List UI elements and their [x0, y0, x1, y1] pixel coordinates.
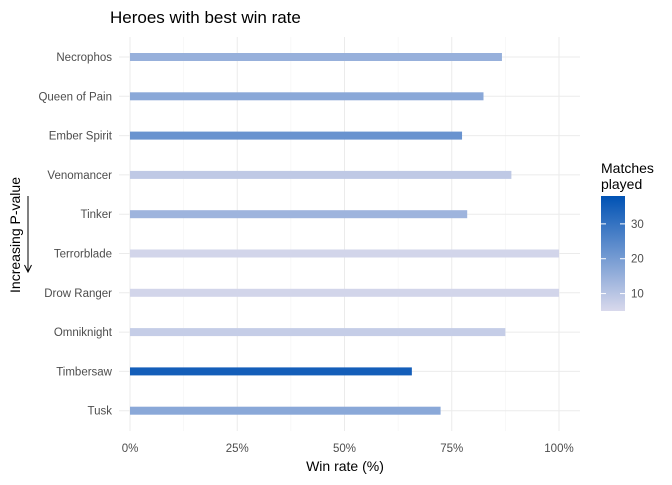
- y-tick-label: Timbersaw: [56, 366, 112, 378]
- bar-queen-of-pain: [130, 92, 484, 101]
- bar-drow-ranger: [130, 288, 559, 297]
- y-axis-arrow-head: [24, 264, 32, 274]
- x-axis-label: Win rate (%): [306, 458, 384, 474]
- legend-ticks: 10 20 30: [601, 219, 644, 301]
- bars: [130, 53, 559, 415]
- y-tick-label: Necrophos: [56, 52, 112, 64]
- x-tick-label: 100%: [544, 443, 573, 455]
- bar-terrorblade: [130, 249, 559, 258]
- y-tick-label: Ember Spirit: [49, 131, 113, 143]
- x-tick-label: 25%: [226, 443, 249, 455]
- y-axis-label: Increasing P-value: [7, 177, 23, 293]
- legend-title-line2: played: [601, 176, 642, 192]
- bar-necrophos: [130, 53, 502, 61]
- x-tick-label: 0%: [122, 443, 139, 455]
- legend-tick-label: 30: [631, 219, 644, 231]
- y-tick-label: Queen of Pain: [38, 91, 112, 103]
- bar-ember-spirit: [130, 131, 463, 140]
- y-tick-label: Tinker: [80, 209, 112, 221]
- y-tick-label: Drow Ranger: [44, 288, 112, 300]
- bar-tusk: [130, 406, 441, 415]
- legend-color-bar: [601, 196, 625, 311]
- bar-omniknight: [130, 328, 506, 337]
- x-tick-label: 50%: [333, 443, 356, 455]
- bar-tinker: [130, 210, 468, 219]
- legend-tick-label: 20: [631, 254, 644, 266]
- legend-title-line1: Matches: [601, 160, 654, 176]
- y-tick-label: Terrorblade: [54, 249, 112, 261]
- bar-venomancer: [130, 170, 512, 179]
- chart-title: Heroes with best win rate: [110, 8, 301, 27]
- x-tick-labels: 0% 25% 50% 75% 100%: [122, 443, 574, 455]
- y-tick-label: Tusk: [88, 406, 113, 418]
- color-legend: Matches played 10 20 30: [601, 160, 654, 311]
- x-tick-label: 75%: [440, 443, 463, 455]
- y-axis-title: Increasing P-value: [7, 177, 32, 293]
- y-tick-label: Venomancer: [47, 170, 112, 182]
- legend-tick-label: 10: [631, 289, 644, 301]
- bar-timbersaw: [130, 367, 412, 376]
- y-tick-labels: Necrophos Queen of Pain Ember Spirit Venoma…: [38, 52, 112, 418]
- y-tick-label: Omniknight: [54, 327, 113, 339]
